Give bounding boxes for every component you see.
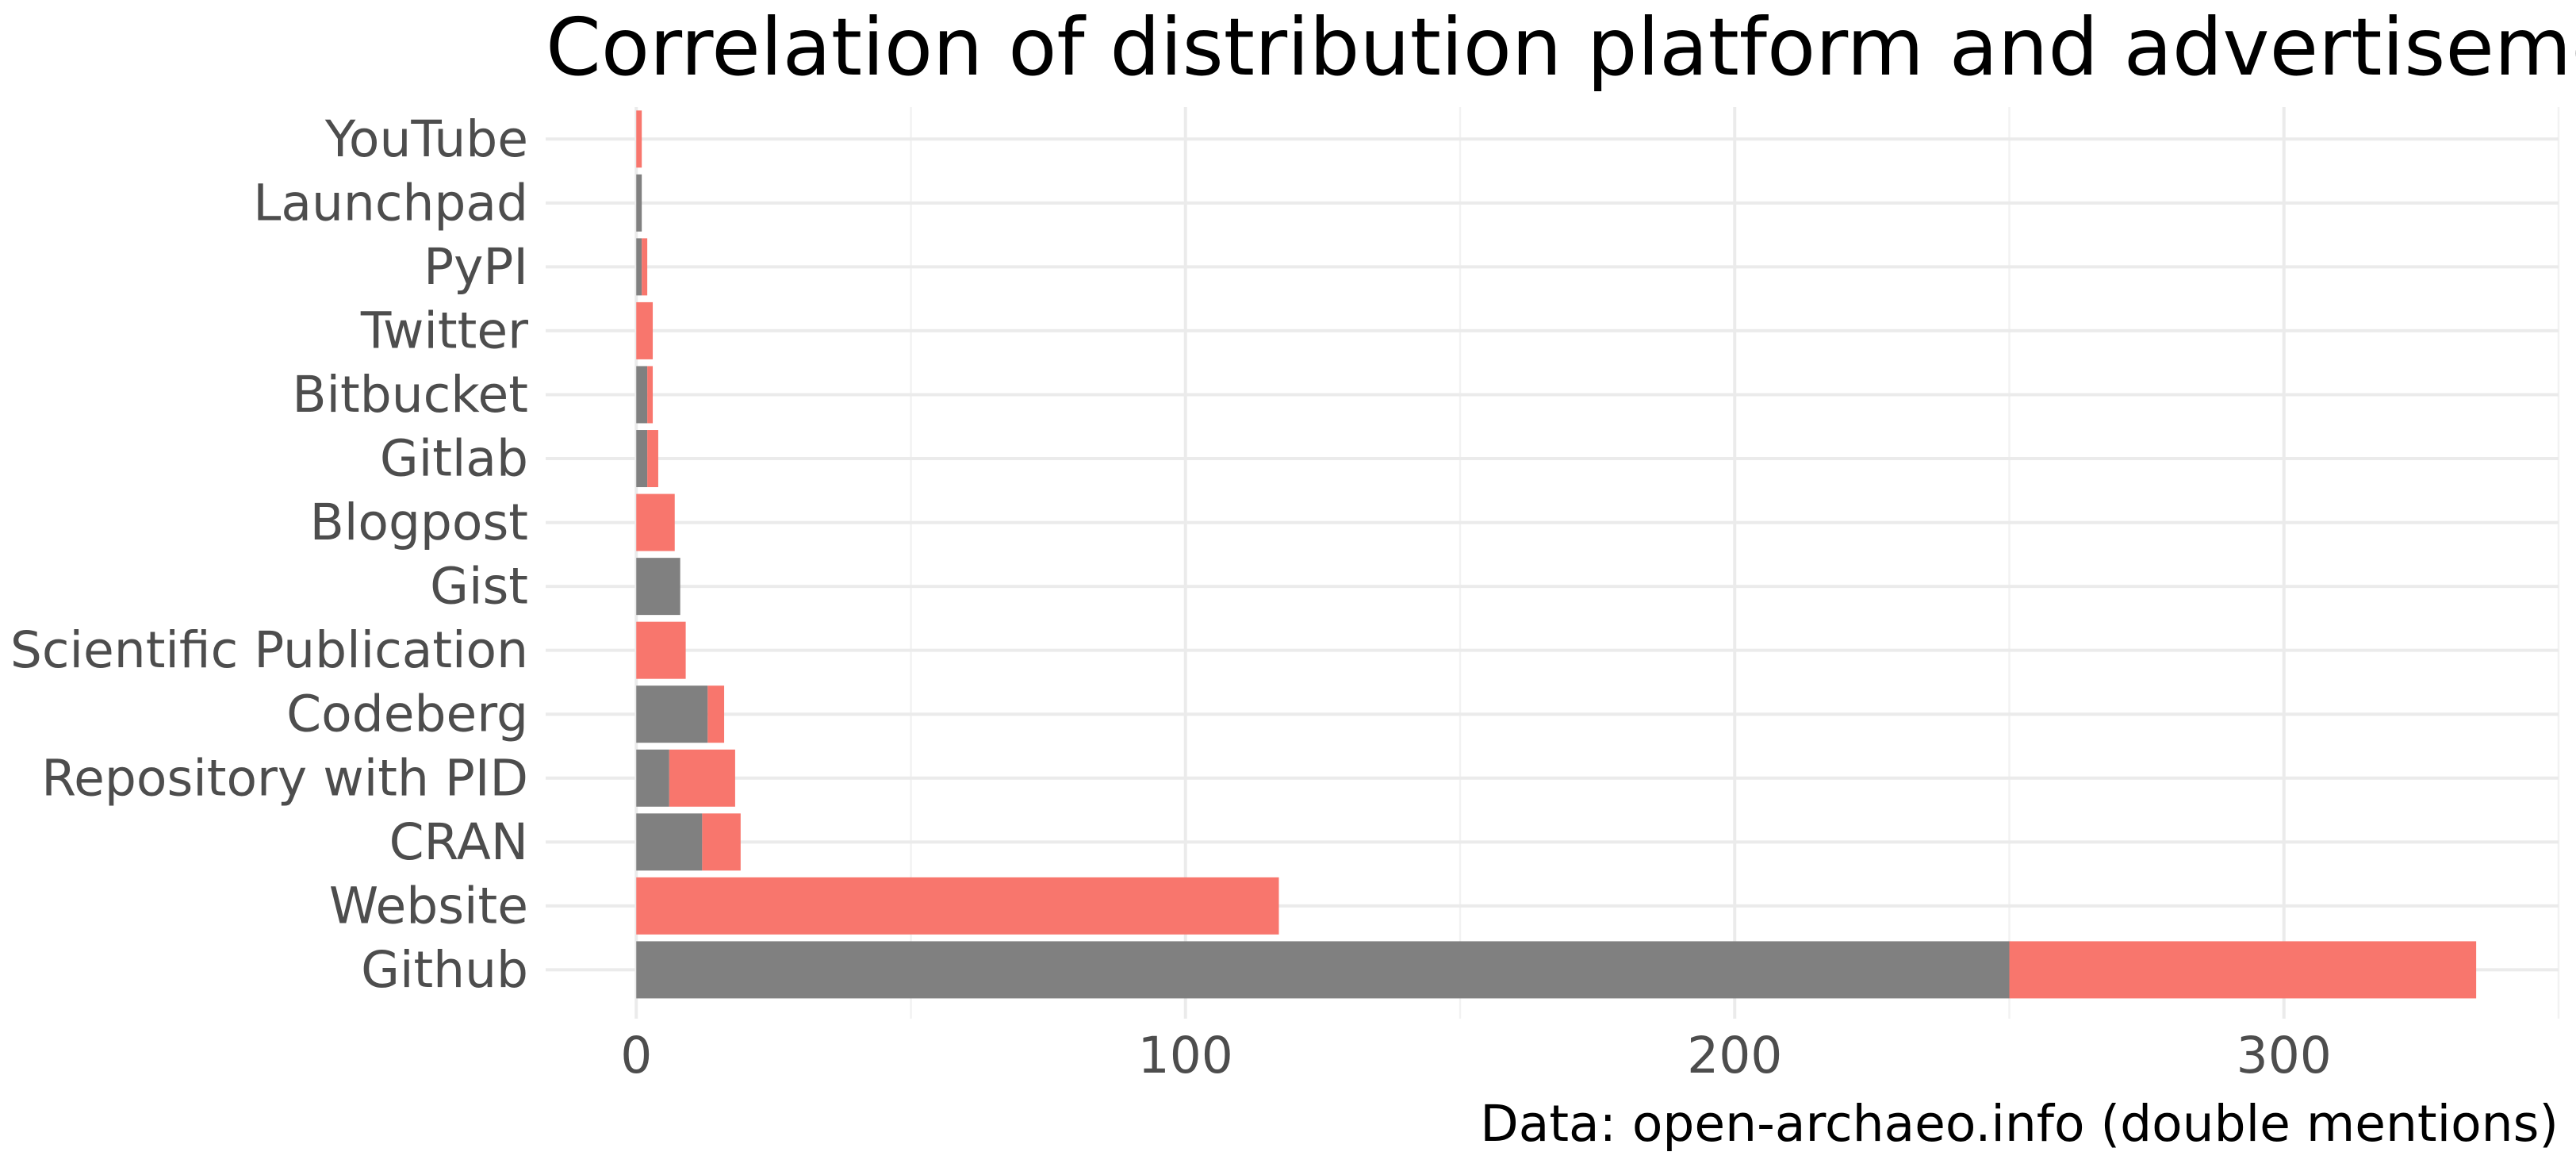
bar-repository-with-pid-segment-2 [669, 749, 735, 807]
bar-gitlab-segment-2 [647, 430, 658, 488]
bar-gitlab-segment-1 [636, 430, 648, 488]
bars [636, 110, 2477, 999]
y-tick-label: Gitlab [380, 430, 528, 488]
bar-blogpost-segment-2 [636, 493, 675, 551]
y-tick-label: Twitter [360, 301, 528, 359]
bar-cran-segment-1 [636, 813, 703, 871]
x-tick-label: 0 [620, 1027, 652, 1085]
x-tick-label: 300 [2237, 1027, 2332, 1085]
y-tick-label: Bitbucket [292, 366, 528, 424]
bar-pypi-segment-2 [642, 238, 648, 296]
y-tick-label: Gist [430, 558, 528, 616]
bar-repository-with-pid-segment-1 [636, 749, 669, 807]
y-tick-label: Blogpost [310, 493, 528, 551]
y-tick-label: Launchpad [253, 174, 528, 232]
bar-twitter-segment-2 [636, 301, 654, 359]
y-tick-label: YouTube [324, 110, 528, 168]
y-tick-label: PyPI [424, 238, 528, 296]
bar-launchpad-segment-1 [636, 174, 642, 232]
bar-website-segment-2 [636, 877, 1279, 935]
bar-cran-segment-2 [702, 813, 741, 871]
y-tick-label: Website [329, 877, 528, 935]
bar-github-segment-2 [2009, 941, 2477, 999]
chart-title: Correlation of distribution platform and… [546, 1, 2576, 94]
x-tick-label: 200 [1687, 1027, 1782, 1085]
y-tick-label: CRAN [389, 813, 528, 871]
bar-bitbucket-segment-1 [636, 366, 648, 424]
x-tick-label: 100 [1138, 1027, 1233, 1085]
x-axis-labels: 0 100 200 300 [620, 1027, 2332, 1085]
bar-codeberg-segment-2 [707, 685, 725, 743]
bar-github-segment-1 [636, 941, 2010, 999]
y-tick-label: Scientific Publication [10, 621, 528, 679]
bar-bitbucket-segment-2 [647, 366, 654, 424]
bar-youtube-segment-2 [636, 110, 642, 168]
bar-codeberg-segment-1 [636, 685, 708, 743]
y-tick-label: Github [361, 941, 528, 999]
y-tick-label: Repository with PID [41, 749, 528, 807]
y-tick-label: Codeberg [286, 685, 528, 743]
bar-gist-segment-1 [636, 558, 680, 616]
bar-scientific-publication-segment-2 [636, 621, 686, 679]
bar-pypi-segment-1 [636, 238, 642, 296]
chart-caption: Data: open-archaeo.info (double mentions… [1480, 1095, 2559, 1153]
